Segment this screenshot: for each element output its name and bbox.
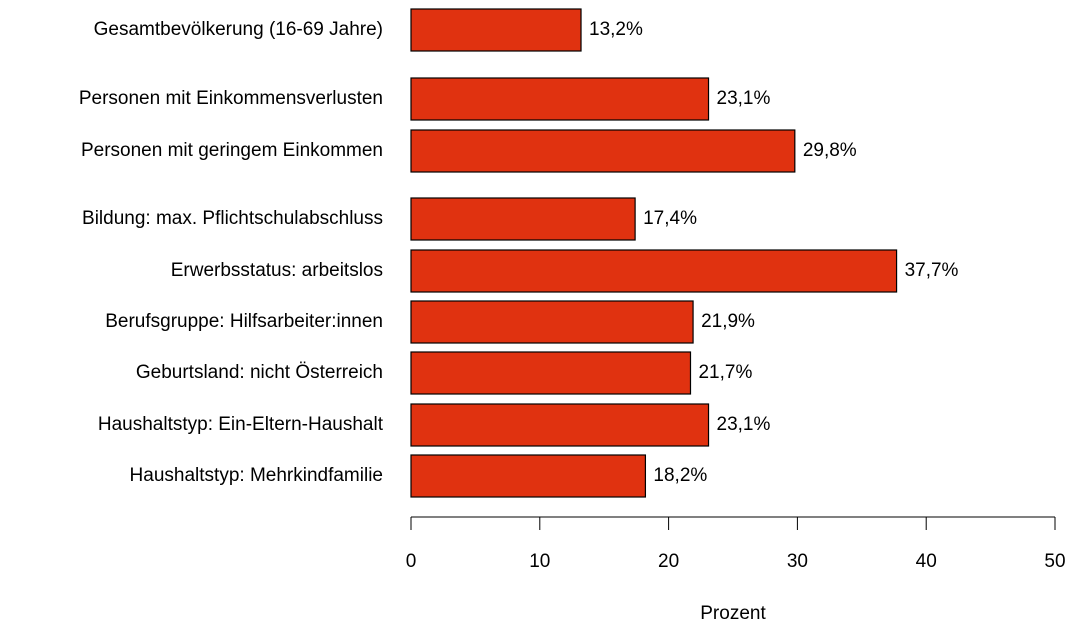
bar bbox=[410, 351, 692, 395]
y-tick-label: Erwerbsstatus: arbeitslos bbox=[171, 260, 383, 281]
y-tick-label: Gesamtbevölkerung (16-69 Jahre) bbox=[94, 19, 383, 40]
value-label: 13,2% bbox=[589, 19, 643, 40]
value-label: 18,2% bbox=[653, 465, 707, 486]
y-tick-label: Haushaltstyp: Mehrkindfamilie bbox=[130, 465, 383, 486]
bar bbox=[410, 300, 694, 344]
bar bbox=[410, 129, 796, 173]
value-label: 37,7% bbox=[905, 260, 959, 281]
x-tick-label: 30 bbox=[787, 551, 808, 572]
bar bbox=[410, 403, 710, 447]
value-label: 21,7% bbox=[698, 362, 752, 383]
y-tick-label: Berufsgruppe: Hilfsarbeiter:innen bbox=[105, 311, 383, 332]
x-axis-label: Prozent bbox=[700, 603, 766, 624]
x-tick-label: 40 bbox=[916, 551, 937, 572]
value-label: 23,1% bbox=[717, 88, 771, 109]
y-tick-label: Bildung: max. Pflichtschulabschluss bbox=[82, 208, 383, 229]
bar bbox=[410, 8, 582, 52]
value-label: 21,9% bbox=[701, 311, 755, 332]
x-tick-label: 0 bbox=[406, 551, 417, 572]
bar bbox=[410, 77, 710, 121]
x-tick-label: 10 bbox=[529, 551, 550, 572]
value-label: 29,8% bbox=[803, 140, 857, 161]
bar bbox=[410, 454, 647, 498]
y-tick-label: Geburtsland: nicht Österreich bbox=[136, 362, 383, 383]
y-tick-label: Personen mit Einkommensverlusten bbox=[79, 88, 383, 109]
x-tick-label: 20 bbox=[658, 551, 679, 572]
bar bbox=[410, 249, 898, 293]
value-label: 23,1% bbox=[717, 414, 771, 435]
bar bbox=[410, 197, 636, 241]
value-label: 17,4% bbox=[643, 208, 697, 229]
x-tick-label: 50 bbox=[1044, 551, 1065, 572]
y-tick-label: Personen mit geringem Einkommen bbox=[81, 140, 383, 161]
y-tick-label: Haushaltstyp: Ein-Eltern-Haushalt bbox=[98, 414, 384, 435]
